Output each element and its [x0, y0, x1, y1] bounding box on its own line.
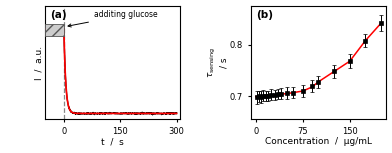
Bar [45, 24, 64, 36]
Y-axis label: I  /  a.u.: I / a.u. [34, 46, 44, 80]
X-axis label: t  /  s: t / s [102, 137, 124, 146]
Text: additing glucose: additing glucose [68, 11, 158, 27]
Text: (b): (b) [256, 9, 273, 20]
Y-axis label: $\tau_{\rm sensing}$
/ s: $\tau_{\rm sensing}$ / s [207, 47, 229, 78]
X-axis label: Concentration  /  μg/mL: Concentration / μg/mL [265, 137, 372, 146]
Text: (a): (a) [51, 9, 67, 20]
